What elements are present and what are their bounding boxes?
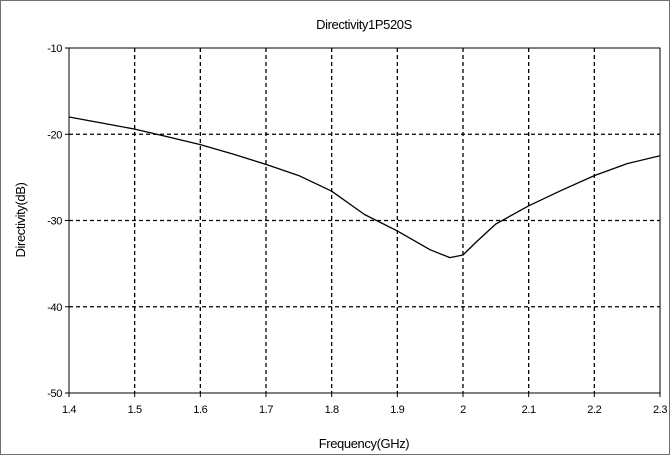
grid [69,48,660,393]
y-tick-label: -50 [47,388,62,400]
x-tick-label: 1.8 [325,404,339,416]
y-axis-label: Directivity(dB) [13,182,28,257]
x-tick-label: 1.5 [128,404,142,416]
x-tick-label: 2 [460,404,466,416]
tick-marks [65,47,661,397]
x-tick-label: 1.7 [259,404,273,416]
chart-title: Directivity1P520S [316,17,413,32]
y-tick-label: -40 [47,302,62,314]
series-line-0 [68,116,661,259]
x-tick-label: 2.2 [587,404,601,416]
series-layer [68,116,661,259]
y-tick-label: -10 [47,43,62,55]
y-tick-labels: -10 -20 -30 -40 -50 [47,43,62,400]
x-tick-label: 1.4 [62,404,76,416]
x-tick-label: 1.6 [193,404,207,416]
x-axis-label: Frequency(GHz) [319,436,410,451]
y-tick-label: -20 [47,129,62,141]
x-tick-label: 1.9 [390,404,404,416]
x-tick-label: 2.1 [522,404,536,416]
x-tick-label: 2.3 [653,404,667,416]
x-tick-labels: 1.4 1.5 1.6 1.7 1.8 1.9 2 2.1 2.2 2.3 [62,404,668,416]
y-tick-label: -30 [47,216,62,228]
